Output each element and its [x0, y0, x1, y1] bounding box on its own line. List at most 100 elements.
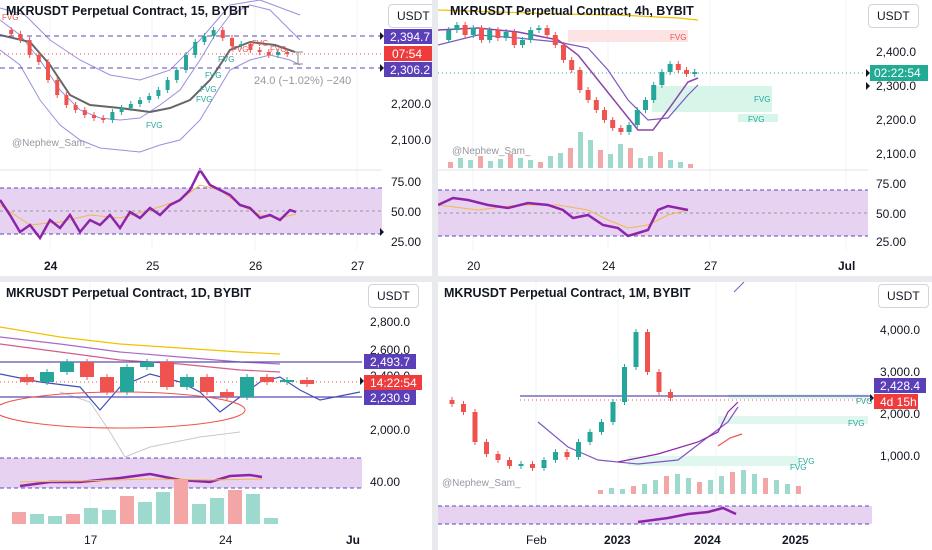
fvg-label: FVG	[670, 33, 686, 42]
time-tick: 2024	[694, 533, 721, 547]
price-tick: 1,000.0	[880, 449, 920, 463]
fvg-label: FVG	[218, 55, 234, 64]
price-tick: 2,300.0	[876, 79, 916, 93]
time-tick: 20	[467, 259, 481, 273]
candle	[461, 404, 466, 412]
volume-bar	[648, 156, 653, 168]
time-tick: 27	[704, 259, 718, 273]
candle	[101, 118, 106, 120]
fvg-zone	[628, 456, 798, 466]
price-tick: 2,000.0	[370, 423, 410, 437]
chart-panel-15m[interactable]: 2,200.0 2,100.0 75.00 50.00 25.00 24 25 …	[0, 0, 432, 276]
candle	[285, 52, 290, 54]
volume-bar	[653, 480, 658, 494]
price-tick: 3,000.0	[880, 365, 920, 379]
rsi-tick: 25.00	[876, 235, 906, 249]
currency-button[interactable]: USDT	[868, 4, 919, 28]
currency-button[interactable]: USDT	[368, 284, 419, 308]
price-badge-text: 2,428.4	[880, 379, 920, 393]
currency-button[interactable]: USDT	[878, 284, 929, 308]
volume-bar	[588, 140, 593, 168]
currency-button[interactable]: USDT	[388, 4, 432, 28]
volume-bar	[246, 494, 260, 524]
candle	[64, 95, 69, 105]
fvg-zone	[718, 416, 868, 424]
price-badge	[364, 390, 416, 405]
fvg-label: FVG	[146, 121, 162, 130]
candle	[484, 442, 489, 454]
volume-bar	[478, 156, 483, 168]
candle	[147, 96, 152, 100]
chart-panel-1d[interactable]: 2,800.0 2,600.0 2,400.0 2,000.0 40.00 17…	[0, 282, 432, 550]
volume-bar	[192, 504, 206, 524]
volume-bar	[508, 154, 513, 168]
candle	[675, 64, 681, 70]
time-tick: Ju	[346, 533, 360, 547]
volume-bar	[609, 488, 614, 494]
price-tick: 2,100.0	[391, 133, 431, 147]
candle	[561, 45, 566, 60]
candle	[18, 34, 23, 40]
candle	[202, 36, 207, 42]
chart-canvas-1d[interactable]: 2,800.0 2,600.0 2,400.0 2,000.0 40.00 17…	[0, 282, 432, 550]
candle	[446, 30, 452, 40]
panel-divider-vertical[interactable]	[432, 0, 438, 550]
time-tick: 26	[249, 259, 263, 273]
candle	[503, 32, 509, 38]
panel-divider-horizontal[interactable]	[0, 276, 932, 282]
volume-bar	[12, 512, 26, 524]
rsi-tick: 50.00	[876, 207, 906, 221]
price-tick: 2,200.0	[391, 97, 431, 111]
candle	[487, 30, 493, 40]
watermark: @Nephew_Sam_	[452, 146, 531, 157]
volume-1d	[12, 480, 278, 524]
volume-bar	[174, 480, 188, 524]
candle	[73, 105, 78, 110]
candles-4h	[446, 22, 698, 135]
countdown-badge	[364, 375, 422, 390]
chart-canvas-4h[interactable]: 2,400.0 2,300.0 2,200.0 2,100.0 75.00 50…	[438, 0, 932, 276]
candle	[643, 100, 648, 110]
time-tick: Jul	[838, 259, 855, 273]
candle	[200, 377, 214, 392]
price-badge-text: 2,493.7	[370, 355, 410, 369]
panel-title: MKRUSDT Perpetual Contract, 1M, BYBIT	[444, 286, 691, 300]
chart-panel-4h[interactable]: 2,400.0 2,300.0 2,200.0 2,100.0 75.00 50…	[438, 0, 932, 276]
volume-bar	[638, 158, 643, 168]
volume-bar	[658, 152, 663, 168]
volume-bar	[264, 518, 278, 524]
price-tick: 2,000.0	[880, 407, 920, 421]
candle	[46, 62, 50, 80]
candle	[220, 30, 225, 38]
candle	[140, 362, 154, 367]
rsi-line-1m	[637, 506, 737, 524]
candle	[622, 367, 627, 402]
volume-bar	[618, 144, 623, 168]
candle	[667, 64, 673, 72]
candle	[479, 28, 484, 40]
volume-bar	[102, 510, 116, 524]
volume-bar	[66, 514, 80, 524]
candle	[276, 52, 280, 55]
fvg-label: FVG	[232, 45, 248, 54]
price-tick: 2,800.0	[370, 315, 410, 329]
volume-bar	[598, 490, 603, 494]
candles-1d	[20, 359, 314, 400]
candle	[692, 72, 698, 74]
chart-canvas-15m[interactable]: 2,200.0 2,100.0 75.00 50.00 25.00 24 25 …	[0, 0, 432, 276]
time-tick: 2023	[604, 533, 631, 547]
candle	[659, 72, 665, 85]
candle	[40, 372, 54, 382]
price-tick: 2,200.0	[876, 113, 916, 127]
volume-bar	[642, 484, 647, 494]
chart-panel-1m[interactable]: 4,000.0 3,000.0 2,000.0 1,000.0 Feb 2023…	[438, 282, 932, 550]
fvg-label: FVG	[754, 95, 770, 104]
candle	[193, 42, 198, 55]
candle	[684, 70, 689, 74]
candle	[528, 30, 534, 40]
candle	[300, 380, 314, 384]
candle	[610, 120, 616, 128]
time-tick: 24	[602, 259, 616, 273]
candle	[618, 128, 624, 132]
chart-canvas-1m[interactable]: 4,000.0 3,000.0 2,000.0 1,000.0 Feb 2023…	[438, 282, 932, 550]
